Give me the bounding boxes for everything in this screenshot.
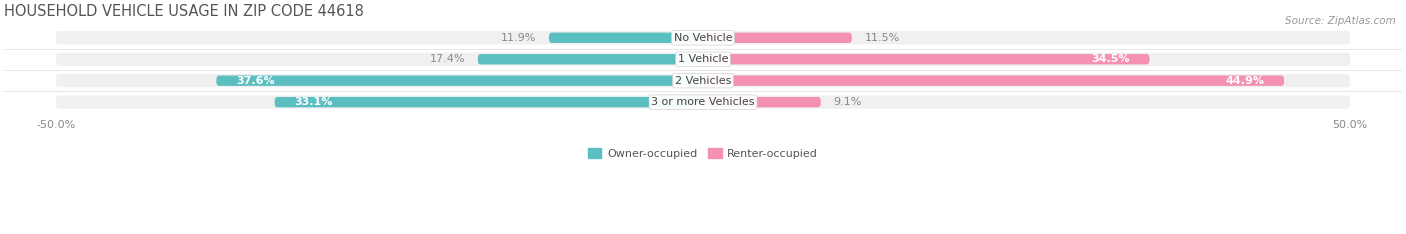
Legend: Owner-occupied, Renter-occupied: Owner-occupied, Renter-occupied xyxy=(583,144,823,163)
FancyBboxPatch shape xyxy=(217,76,703,86)
Text: 37.6%: 37.6% xyxy=(236,76,274,86)
FancyBboxPatch shape xyxy=(274,97,703,107)
FancyBboxPatch shape xyxy=(703,33,852,43)
Text: 9.1%: 9.1% xyxy=(834,97,862,107)
FancyBboxPatch shape xyxy=(56,95,1350,109)
Text: Source: ZipAtlas.com: Source: ZipAtlas.com xyxy=(1285,16,1396,26)
Text: 3 or more Vehicles: 3 or more Vehicles xyxy=(651,97,755,107)
Text: No Vehicle: No Vehicle xyxy=(673,33,733,43)
FancyBboxPatch shape xyxy=(703,54,1150,64)
FancyBboxPatch shape xyxy=(56,74,1350,87)
FancyBboxPatch shape xyxy=(703,97,821,107)
Text: 33.1%: 33.1% xyxy=(294,97,332,107)
FancyBboxPatch shape xyxy=(56,53,1350,66)
FancyBboxPatch shape xyxy=(56,31,1350,44)
Text: 44.9%: 44.9% xyxy=(1226,76,1264,86)
Text: HOUSEHOLD VEHICLE USAGE IN ZIP CODE 44618: HOUSEHOLD VEHICLE USAGE IN ZIP CODE 4461… xyxy=(4,4,364,19)
Text: 11.5%: 11.5% xyxy=(865,33,900,43)
FancyBboxPatch shape xyxy=(703,76,1284,86)
FancyBboxPatch shape xyxy=(548,33,703,43)
Text: 1 Vehicle: 1 Vehicle xyxy=(678,54,728,64)
Text: 34.5%: 34.5% xyxy=(1091,54,1130,64)
Text: 17.4%: 17.4% xyxy=(429,54,465,64)
FancyBboxPatch shape xyxy=(478,54,703,64)
Text: 2 Vehicles: 2 Vehicles xyxy=(675,76,731,86)
Text: 11.9%: 11.9% xyxy=(501,33,536,43)
